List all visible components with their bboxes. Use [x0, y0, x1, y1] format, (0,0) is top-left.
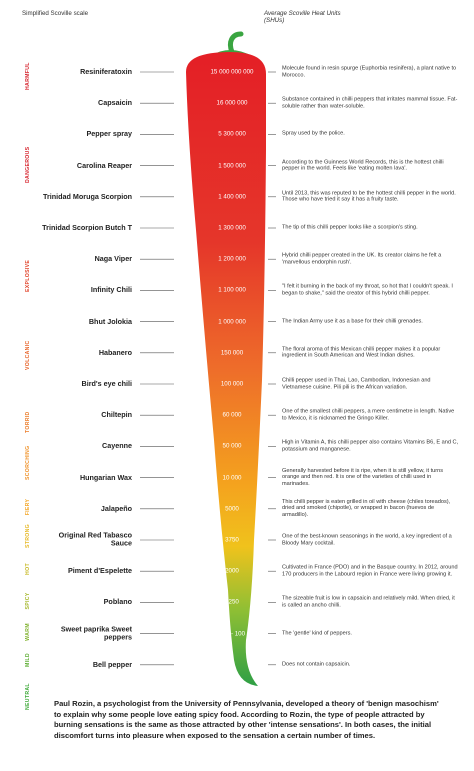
pepper-name: Trinidad Scorpion Butch T [42, 222, 132, 232]
pepper-name: Resiniferatoxin [80, 66, 132, 76]
shu-value: 0 [230, 661, 234, 669]
scale-word: HARMFUL [25, 61, 31, 90]
pepper-name: Trinidad Moruga Scorpion [42, 191, 132, 201]
pepper-name: Hungarian Wax [79, 472, 132, 482]
pepper-description: Molecule found in resin spurge (Euphorbi… [282, 65, 457, 78]
shu-value: 1 500 000 [218, 161, 246, 169]
shu-value: 50 000 [222, 442, 242, 450]
scale-word: EXPLOSIVE [25, 260, 31, 293]
shu-header-unit: (SHUs) [264, 17, 285, 25]
pepper-name: Bird's eye chili [81, 378, 132, 388]
pepper-description: According to the Guinness World Records,… [282, 159, 444, 172]
shu-value: 15 000 000 000 [210, 68, 254, 76]
shu-value: 60 000 [222, 411, 242, 419]
shu-value: 150 000 [220, 349, 244, 357]
pepper-name: Sweet paprika Sweet peppers [60, 624, 132, 642]
scale-word: VOLCANIC [25, 340, 31, 371]
scale-word: DANGEROUS [25, 146, 31, 184]
scale-word: HOT [25, 563, 31, 576]
shu-value: 1250 [225, 598, 239, 606]
pepper-description: The floral aroma of this Mexican chilli … [282, 346, 441, 359]
pepper-description: Does not contain capsaicin. [282, 661, 351, 668]
pepper-name: Naga Viper [94, 253, 132, 263]
shu-value: 1 300 000 [218, 224, 246, 232]
pepper-description: One of the smallest chilli peppers, a me… [282, 408, 455, 422]
pepper-name: Piment d'Espelette [67, 565, 132, 575]
pepper-name: Habanero [98, 347, 132, 357]
pepper-description: Cultivated in France (PDO) and in the Ba… [282, 564, 458, 578]
shu-header-title: Average Scoville Heat Units [264, 10, 341, 17]
pepper-description: Until 2013, this was reputed to be the h… [282, 190, 456, 203]
pepper-name: Cayenne [102, 441, 132, 451]
pepper-description: The 'gentle' kind of peppers. [282, 630, 352, 637]
pepper-body [186, 52, 266, 686]
shu-value: 500 - 100 [218, 629, 246, 637]
pepper-description: One of the best-known seasonings in the … [282, 533, 452, 546]
pepper-name: Infinity Chili [90, 285, 132, 295]
pepper-name: Jalapeño [100, 503, 132, 513]
shu-value: 3750 [225, 536, 239, 544]
scale-word: STRONG [25, 524, 31, 549]
shu-value: 1 200 000 [218, 255, 246, 263]
leader-lines [140, 71, 276, 666]
pepper-description: The tip of this chilli pepper looks like… [282, 224, 418, 231]
pepper-name: Original Red Tabasco Sauce [58, 530, 132, 548]
pepper-description: This chilli pepper is eaten grilled in o… [282, 498, 451, 519]
pepper-description: Substance contained in chilli peppers th… [282, 96, 458, 110]
shu-value: 10 000 [222, 473, 242, 481]
scale-word: FIERY [25, 498, 31, 516]
pepper-name: Capsaicin [98, 97, 132, 107]
shu-value: 100 000 [220, 380, 244, 388]
pepper-description: The sizeable fruit is low in capsaicin a… [282, 595, 455, 609]
pepper-description: High in Vitamin A, this chilli pepper al… [282, 439, 459, 453]
shu-value: 1 100 000 [218, 286, 246, 294]
shu-value: 1 400 000 [218, 193, 246, 201]
shu-header: Average Scoville Heat Units (SHUs) [264, 10, 404, 25]
pepper-description: Chilli pepper used in Thai, Lao, Cambodi… [282, 377, 431, 390]
pepper-name: Pepper spray [86, 129, 132, 139]
scale-word: SCORCHING [25, 445, 31, 480]
scale-word: WARM [25, 623, 31, 641]
pepper-name: Chiltepin [101, 409, 132, 419]
scale-word: SPICY [25, 592, 31, 610]
pepper-description: Generally harvested before it is ripe, w… [282, 467, 444, 487]
pepper-stem [227, 31, 244, 55]
pepper-description: "I felt it burning in the back of my thr… [282, 283, 453, 297]
scale-header: Simplified Scoville scale [22, 10, 89, 17]
shu-value: 16 000 000 [216, 99, 248, 107]
shu-value: 2000 [225, 567, 239, 575]
scale-word: TORRID [25, 411, 31, 433]
chili-pepper-chart [140, 31, 276, 686]
shu-value: 5 300 000 [218, 130, 246, 138]
pepper-name: Poblano [103, 597, 132, 607]
pepper-name: Bhut Jolokia [88, 316, 132, 326]
pepper-description: Spray used by the police. [282, 131, 345, 138]
shu-value: 1 000 000 [218, 317, 246, 325]
footer-paragraph: Paul Rozin, a psychologist from the Univ… [54, 699, 439, 740]
pepper-description: Hybrid chilli pepper created in the UK. … [282, 252, 442, 266]
scale-word: NEUTRAL [25, 683, 31, 711]
pepper-name: Bell pepper [92, 659, 132, 669]
shu-value: 5000 [225, 505, 239, 513]
scale-word: MILD [25, 652, 31, 667]
pepper-name: Carolina Reaper [76, 160, 132, 170]
pepper-description: The Indian Army use it as a base for the… [282, 318, 423, 325]
